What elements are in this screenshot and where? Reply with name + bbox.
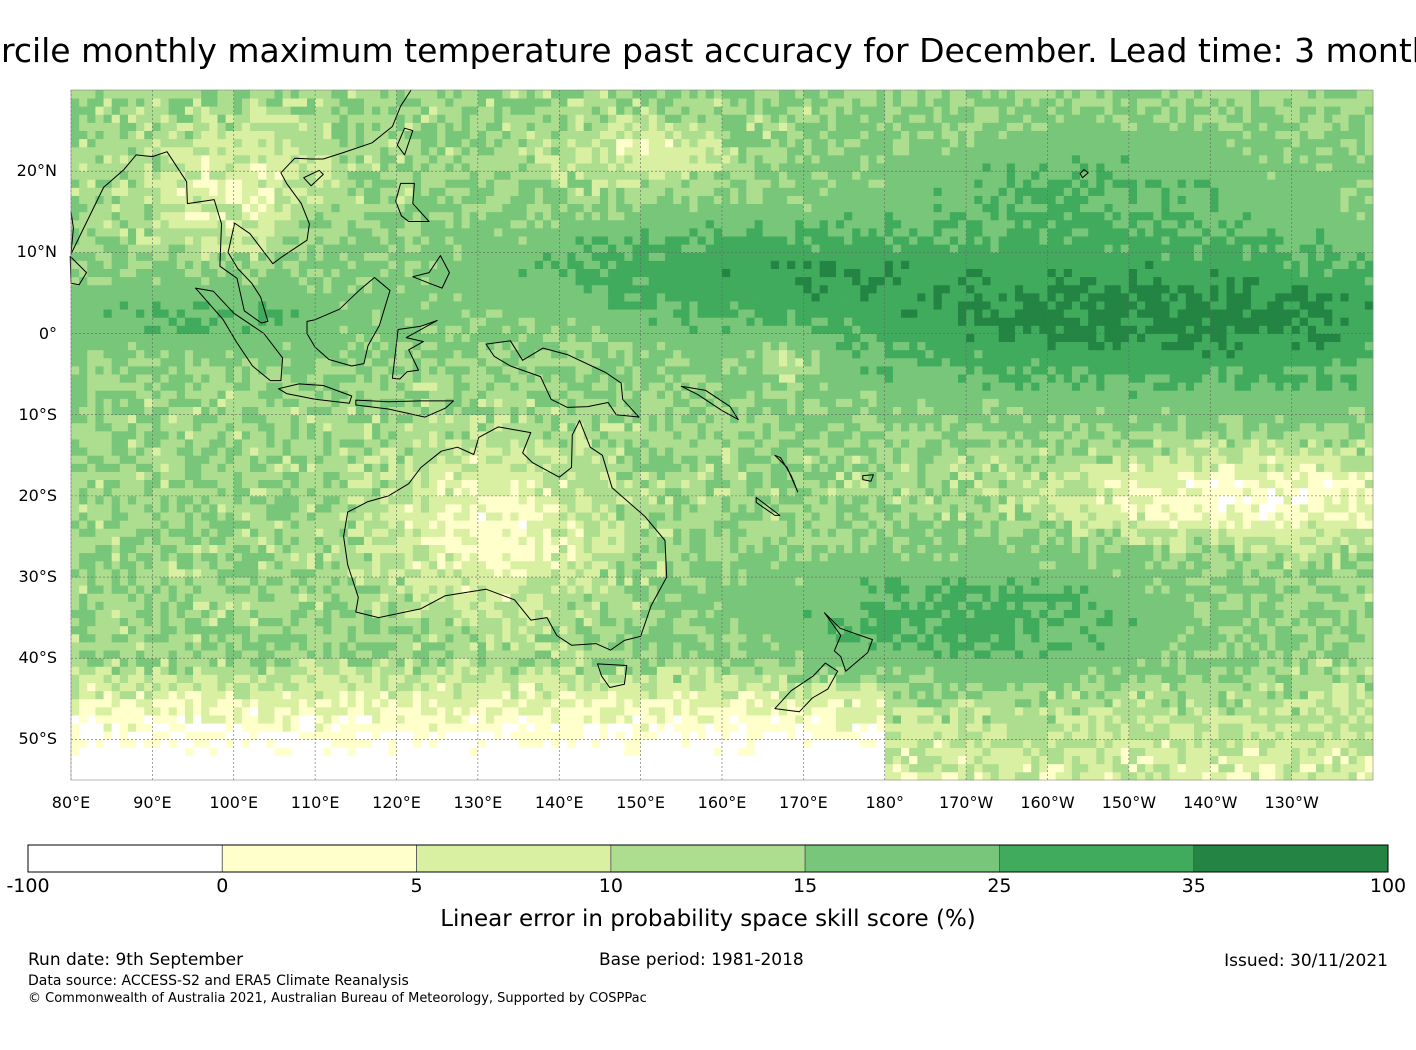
latitude-tick-label: 50°S [18, 729, 57, 749]
colorbar-frame [27, 844, 1389, 873]
longitude-tick-label: 130°W [1264, 793, 1319, 812]
colorbar-bin [221, 844, 417, 873]
map-title: Tercile monthly maximum temperature past… [0, 28, 1416, 76]
longitude-tick-label: 150°W [1101, 793, 1157, 812]
longitude-tick-label: 110°E [290, 793, 340, 812]
colorbar-tick-label: -100 [6, 875, 50, 897]
mindanao-coastline [412, 255, 450, 289]
latitude-tick-label: 20°S [18, 485, 57, 505]
longitude-tick-label: 140°W [1183, 793, 1238, 812]
longitude-tick-label: 120°E [372, 793, 421, 812]
copyright: © Commonwealth of Australia 2021, Austra… [28, 991, 647, 1006]
sulawesi-coastline [391, 320, 438, 380]
latitude-tick-label: 10°S [18, 404, 57, 424]
graticule [70, 90, 1373, 780]
hawaii-coastline [1079, 169, 1089, 179]
tasmania-coastline [597, 663, 628, 688]
map-frame [70, 89, 1374, 781]
colorbar [27, 844, 1389, 873]
colorbar-bin [804, 844, 1000, 873]
colorbar-label: Linear error in probability space skill … [440, 906, 976, 932]
base-period: Base period: 1981-2018 [599, 950, 804, 970]
mainland-se-asia-coastline [70, 89, 412, 324]
java-coastline [278, 383, 353, 404]
sumatra-coastline [195, 287, 284, 382]
data-source: Data source: ACCESS-S2 and ERA5 Climate … [28, 973, 409, 989]
longitude-tick-label: 160°W [1020, 793, 1075, 812]
lesser-sunda-coastline [355, 399, 454, 418]
longitude-tick-label: 90°E [133, 793, 172, 812]
hainan-coastline [303, 169, 324, 187]
colorbar-tick-label: 15 [793, 875, 818, 897]
colorbar-bin [1193, 844, 1389, 873]
skill-score-grid [71, 90, 1374, 781]
new-zealand-north-coastline [824, 612, 873, 672]
latitude-tick-label: 0° [38, 323, 57, 343]
colorbar-tick-label: 0 [216, 875, 229, 897]
new-guinea-coastline [485, 340, 640, 418]
longitude-tick-label: 170°W [938, 793, 994, 812]
longitude-tick-label: 170°E [779, 793, 828, 812]
latitude-tick-label: 20°N [16, 161, 57, 181]
longitude-tick-label: 180° [865, 793, 905, 812]
new-caledonia-coastline [755, 497, 781, 516]
latitude-tick-label: 30°S [18, 567, 57, 587]
latitude-tick-label: 40°S [18, 648, 57, 668]
colorbar-tick-label: 100 [1369, 875, 1407, 897]
colorbar-bin [610, 844, 806, 873]
longitude-tick-label: 140°E [534, 793, 584, 812]
map-title-text: Tercile monthly maximum temperature past… [0, 31, 1416, 70]
colorbar-tick-label: 5 [410, 875, 423, 897]
coastlines [69, 89, 1089, 713]
taiwan-coastline [396, 127, 414, 156]
longitude-tick-label: 150°E [616, 793, 665, 812]
colorbar-tick-label: 25 [987, 875, 1012, 897]
longitude-tick-label: 80°E [51, 793, 91, 812]
borneo-coastline [306, 277, 391, 367]
colorbar-bin [27, 844, 223, 873]
colorbar-tick-label: 35 [1181, 875, 1206, 897]
longitude-tick-label: 100°E [209, 793, 259, 812]
australia-coastline [343, 419, 668, 651]
solomon-islands-coastline [680, 385, 739, 421]
skill-score-map [69, 89, 1374, 781]
vanuatu-coastline [774, 454, 799, 493]
longitude-tick-label: 130°E [453, 793, 503, 812]
colorbar-tick-label: 10 [598, 875, 623, 897]
colorbar-bin [416, 844, 612, 873]
issued-date: Issued: 30/11/2021 [1224, 951, 1388, 971]
fiji-coastline [862, 474, 874, 482]
longitude-tick-label: 160°E [697, 793, 747, 812]
run-date: Run date: 9th September [28, 950, 244, 970]
colorbar-bin [999, 844, 1195, 873]
latitude-tick-label: 10°N [16, 242, 57, 262]
